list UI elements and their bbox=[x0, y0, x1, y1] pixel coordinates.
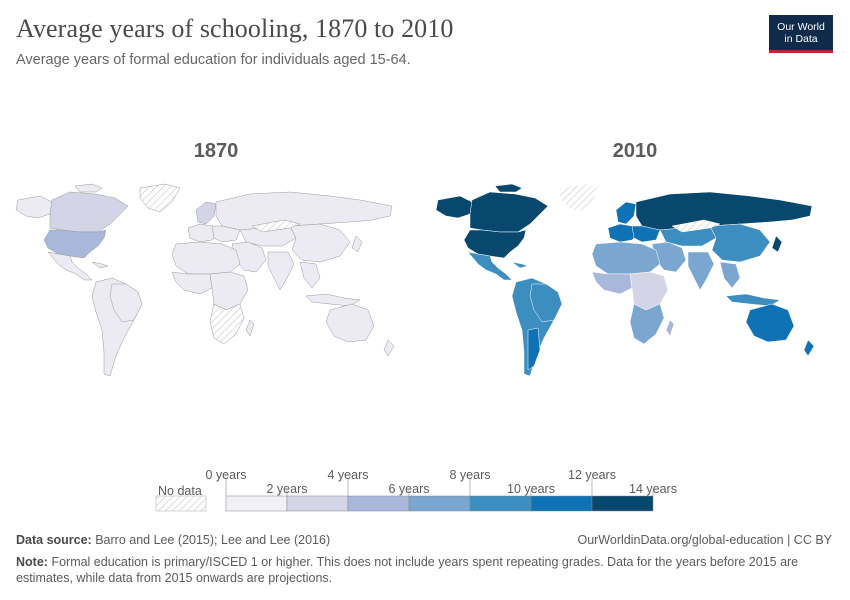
owid-logo[interactable]: Our World in Data bbox=[769, 15, 833, 53]
country-india-1870[interactable] bbox=[267, 251, 295, 291]
legend-tick-label-3: 6 years bbox=[389, 482, 430, 496]
country-brazil-1870[interactable] bbox=[109, 283, 143, 323]
chart-subtitle: Average years of formal education for in… bbox=[16, 52, 411, 68]
country-north-africa-1870[interactable] bbox=[171, 241, 241, 275]
map-label-1870: 1870 bbox=[193, 140, 239, 162]
logo-line-2: in Data bbox=[784, 32, 818, 45]
country-indonesia-2010[interactable] bbox=[725, 293, 781, 307]
country-madagascar-2010[interactable] bbox=[665, 319, 675, 337]
country-west-africa-1870[interactable] bbox=[171, 271, 213, 295]
country-europe-east-1870[interactable] bbox=[211, 225, 241, 243]
country-mexico-1870[interactable] bbox=[47, 251, 93, 281]
legend-bin-3[interactable] bbox=[408, 495, 471, 512]
country-southern-africa-1870[interactable] bbox=[209, 303, 245, 345]
country-caribbean-1870[interactable] bbox=[91, 261, 109, 269]
country-canada-2010[interactable] bbox=[469, 191, 549, 233]
legend-bin-4[interactable] bbox=[469, 495, 532, 512]
country-alaska-2010[interactable] bbox=[435, 195, 473, 219]
country-usa-1870[interactable] bbox=[43, 229, 107, 259]
country-alaska-1870[interactable] bbox=[15, 195, 53, 219]
legend-bin-5[interactable] bbox=[530, 495, 593, 512]
source-url[interactable]: OurWorldinData.org/global-education | CC… bbox=[577, 533, 832, 547]
legend-no-data-swatch bbox=[155, 495, 207, 512]
world-map-1870 bbox=[15, 183, 395, 377]
country-arctic-islands-1870[interactable] bbox=[74, 183, 103, 193]
country-brazil-2010[interactable] bbox=[529, 283, 563, 323]
legend-bin-0[interactable] bbox=[225, 495, 288, 512]
country-scandinavia-1870[interactable] bbox=[195, 201, 217, 225]
legend-no-data-label: No data bbox=[158, 484, 202, 498]
legend-ticks: 0 years 2 years 4 years 6 years 8 years 10 ye… bbox=[206, 468, 677, 496]
country-caribbean-2010[interactable] bbox=[511, 261, 529, 269]
country-scandinavia-2010[interactable] bbox=[615, 201, 637, 225]
legend-tick-label-5: 10 years bbox=[507, 482, 555, 496]
country-greenland-2010[interactable] bbox=[559, 183, 601, 213]
data-source: Data source: Barro and Lee (2015); Lee a… bbox=[16, 533, 330, 547]
chart-title: Average years of schooling, 1870 to 2010 bbox=[16, 14, 454, 43]
country-antarctic-hatch-1870[interactable] bbox=[251, 219, 301, 233]
country-australia-2010[interactable] bbox=[745, 303, 795, 343]
legend: No data 0 years 2 years 4 years 6 years 8 ye… bbox=[155, 468, 677, 512]
legend-bins bbox=[225, 495, 654, 512]
country-west-africa-2010[interactable] bbox=[591, 271, 633, 295]
country-greenland-1870[interactable] bbox=[139, 183, 181, 213]
legend-tick-label-6: 12 years bbox=[568, 468, 616, 482]
world-map-2010 bbox=[435, 183, 815, 377]
legend-bin-6[interactable] bbox=[591, 495, 654, 512]
country-new-zealand-2010[interactable] bbox=[803, 339, 815, 357]
country-arctic-islands-2010[interactable] bbox=[494, 183, 523, 193]
country-southern-africa-2010[interactable] bbox=[629, 303, 665, 345]
country-central-asia-hatch-2010[interactable] bbox=[671, 219, 721, 233]
legend-tick-label-4: 8 years bbox=[450, 468, 491, 482]
legend-tick-label-1: 2 years bbox=[267, 482, 308, 496]
legend-bin-2[interactable] bbox=[347, 495, 410, 512]
country-north-africa-2010[interactable] bbox=[591, 241, 661, 275]
note-text: Formal education is primary/ISCED 1 or h… bbox=[16, 555, 799, 585]
country-russia-1870[interactable] bbox=[215, 191, 393, 231]
country-central-africa-2010[interactable] bbox=[629, 271, 669, 311]
country-mexico-2010[interactable] bbox=[467, 251, 513, 281]
country-se-asia-2010[interactable] bbox=[719, 261, 741, 289]
legend-bin-1[interactable] bbox=[286, 495, 349, 512]
country-india-2010[interactable] bbox=[687, 251, 715, 291]
legend-tick-label-7: 14 years bbox=[629, 482, 677, 496]
data-source-label: Data source: bbox=[16, 533, 92, 547]
chart-note: Note: Formal education is primary/ISCED … bbox=[16, 554, 831, 586]
country-russia-2010[interactable] bbox=[635, 191, 813, 231]
country-canada-1870[interactable] bbox=[49, 191, 129, 233]
country-china-1870[interactable] bbox=[289, 223, 351, 263]
country-japan-1870[interactable] bbox=[351, 235, 363, 253]
maps-area bbox=[15, 183, 815, 377]
country-china-2010[interactable] bbox=[709, 223, 771, 263]
legend-tick-label-2: 4 years bbox=[328, 468, 369, 482]
country-australia-1870[interactable] bbox=[325, 303, 375, 343]
country-usa-2010[interactable] bbox=[463, 229, 527, 259]
country-europe-east-2010[interactable] bbox=[631, 225, 661, 243]
country-indonesia-1870[interactable] bbox=[305, 293, 361, 307]
country-japan-2010[interactable] bbox=[771, 235, 783, 253]
country-madagascar-1870[interactable] bbox=[245, 319, 255, 337]
country-new-zealand-1870[interactable] bbox=[383, 339, 395, 357]
data-source-text: Barro and Lee (2015); Lee and Lee (2016) bbox=[95, 533, 331, 547]
country-argentina-2010[interactable] bbox=[527, 327, 541, 371]
logo-line-1: Our World bbox=[777, 20, 825, 33]
country-central-africa-1870[interactable] bbox=[209, 271, 249, 311]
country-se-asia-1870[interactable] bbox=[299, 261, 321, 289]
map-label-2010: 2010 bbox=[612, 140, 658, 162]
legend-tick-label-0: 0 years bbox=[206, 468, 247, 482]
note-label: Note: bbox=[16, 555, 48, 569]
